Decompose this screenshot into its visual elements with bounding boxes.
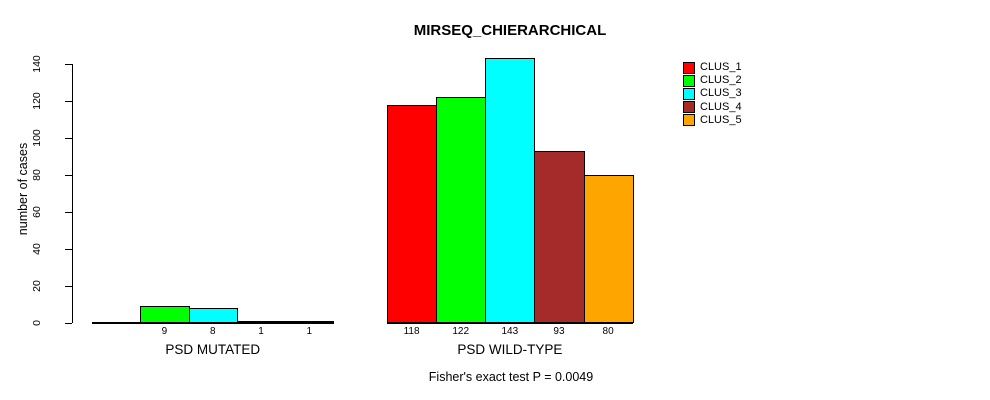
- y-axis-title: number of cases: [16, 142, 30, 236]
- bar-clus_2: [436, 97, 487, 323]
- y-tick-mark: [65, 137, 72, 139]
- y-axis-line: [72, 64, 73, 323]
- bar-value-label: 80: [602, 326, 614, 337]
- legend-label: CLUS_4: [700, 100, 742, 113]
- legend-swatch-icon: [683, 101, 695, 114]
- legend-label: CLUS_5: [700, 113, 742, 126]
- bar-clus_4: [534, 151, 585, 323]
- y-tick-mark: [65, 63, 72, 65]
- y-tick-mark: [65, 248, 72, 250]
- bar-value-label: 122: [452, 326, 470, 337]
- bar-clus_3: [188, 308, 238, 323]
- group-label: PSD WILD-TYPE: [457, 342, 563, 357]
- bar-value-label: 118: [403, 326, 420, 337]
- y-tick-label: 100: [31, 129, 43, 147]
- bar-value-label: 8: [209, 326, 216, 337]
- legend: CLUS_1 CLUS_2 CLUS_3 CLUS_4 CLUS_5: [683, 61, 742, 127]
- legend-item-clus_2: CLUS_2: [683, 74, 742, 87]
- legend-swatch-icon: [683, 87, 695, 100]
- bar-clus_5: [285, 321, 335, 323]
- legend-swatch-icon: [683, 61, 695, 74]
- chart-title: MIRSEQ_CHIERARCHICAL: [413, 22, 607, 39]
- y-tick-mark: [65, 174, 72, 176]
- bar-value-label: 1: [258, 326, 264, 337]
- legend-swatch-icon: [683, 74, 695, 87]
- y-tick-label: 80: [31, 169, 43, 181]
- y-tick-label: 120: [31, 92, 43, 110]
- bar-clus_2: [140, 306, 190, 323]
- y-tick-mark: [65, 211, 72, 213]
- bar-clus_4: [236, 321, 287, 323]
- bar-value-label: 9: [161, 326, 168, 337]
- y-tick-label: 60: [31, 206, 43, 218]
- y-tick-mark: [65, 285, 72, 287]
- legend-label: CLUS_1: [700, 61, 742, 74]
- y-tick-label: 140: [31, 55, 43, 73]
- legend-item-clus_3: CLUS_3: [683, 87, 742, 100]
- y-tick-label: 40: [31, 243, 43, 255]
- fishers-test-annotation: Fisher's exact test P = 0.0049: [428, 370, 594, 384]
- legend-label: CLUS_2: [700, 74, 742, 87]
- y-tick-label: 20: [31, 280, 43, 292]
- legend-label: CLUS_3: [700, 87, 742, 100]
- bar-value-label: 93: [553, 326, 565, 337]
- bar-value-label: 143: [501, 326, 519, 337]
- y-tick-label: 0: [31, 320, 43, 326]
- y-tick-mark: [65, 322, 72, 324]
- bar-value-label: 1: [306, 326, 313, 337]
- group-baseline: [387, 322, 633, 324]
- legend-item-clus_1: CLUS_1: [683, 61, 742, 74]
- group-label: PSD MUTATED: [165, 342, 261, 357]
- legend-item-clus_5: CLUS_5: [683, 114, 742, 127]
- bar-clus_5: [583, 175, 634, 323]
- bar-clus_3: [485, 58, 536, 323]
- legend-item-clus_4: CLUS_4: [683, 101, 742, 114]
- y-tick-mark: [65, 100, 72, 102]
- group-baseline: [92, 322, 334, 324]
- bar-clus_1: [387, 105, 438, 323]
- legend-swatch-icon: [683, 114, 695, 127]
